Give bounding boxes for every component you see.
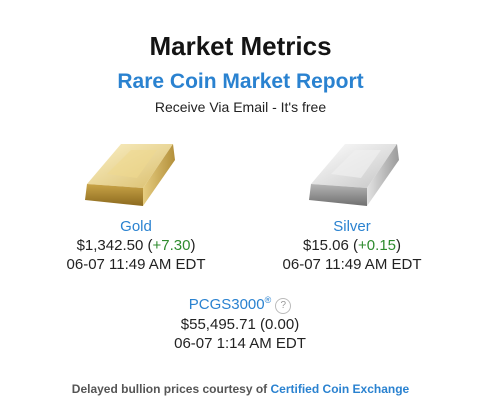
help-icon[interactable]: ? bbox=[275, 298, 292, 314]
gold-panel: Gold $1,342.50 (+7.30) 06-07 11:49 AM ED… bbox=[36, 132, 236, 274]
silver-link[interactable]: Silver bbox=[333, 218, 371, 235]
pcgs-change: (0.00) bbox=[260, 316, 300, 333]
silver-bar-icon bbox=[309, 144, 399, 206]
page-title: Market Metrics bbox=[149, 31, 332, 61]
subtitle: Receive Via Email - It's free bbox=[154, 99, 327, 115]
gold-change: +7.30 bbox=[152, 237, 191, 254]
pcgs-label: PCGS3000 bbox=[188, 296, 265, 313]
pcgs-timestamp: 06-07 1:14 AM EDT bbox=[174, 335, 306, 352]
silver-panel: Silver $15.06 (+0.15) 06-07 11:49 AM EDT bbox=[252, 132, 452, 274]
silver-price: $15.06 bbox=[302, 237, 349, 254]
pcgs-heading: PCGS3000®? bbox=[140, 290, 340, 315]
pcgs-link[interactable]: PCGS3000® bbox=[188, 295, 272, 313]
silver-timestamp: 06-07 11:49 AM EDT bbox=[282, 256, 422, 273]
report-link[interactable]: Rare Coin Market Report bbox=[117, 70, 364, 93]
certified-coin-exchange-link[interactable]: Certified Coin Exchange bbox=[270, 382, 410, 396]
gold-price: $1,342.50 bbox=[76, 237, 144, 254]
gold-link[interactable]: Gold bbox=[120, 218, 152, 235]
footer-prefix: Delayed bullion prices courtesy of bbox=[71, 382, 271, 396]
footer-credit: Delayed bullion prices courtesy of Certi… bbox=[0, 381, 481, 397]
registered-mark: ® bbox=[264, 295, 272, 305]
gold-bar-icon bbox=[85, 144, 175, 206]
gold-timestamp: 06-07 11:49 AM EDT bbox=[66, 256, 206, 273]
silver-change: +0.15 bbox=[358, 237, 397, 254]
gold-price-line: $1,342.50 (+7.30) bbox=[76, 237, 196, 254]
pcgs-price-line: $55,495.71 (0.00) bbox=[140, 315, 340, 334]
pcgs-panel: PCGS3000®? $55,495.71 (0.00) 06-07 1:14 … bbox=[140, 290, 340, 353]
silver-price-line: $15.06 (+0.15) bbox=[302, 237, 402, 254]
pcgs-price: $55,495.71 bbox=[180, 316, 256, 333]
